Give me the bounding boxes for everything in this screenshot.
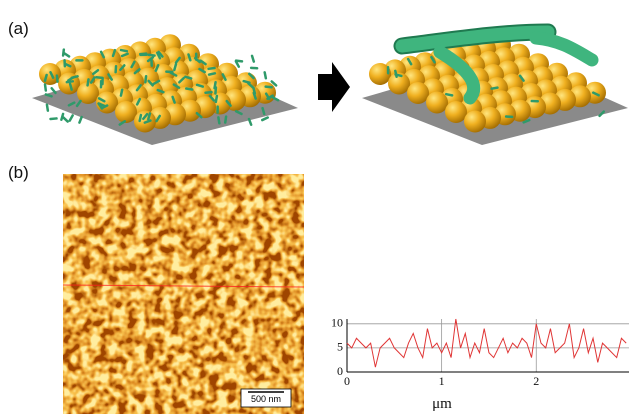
nanorod <box>79 117 81 123</box>
nanorod <box>266 87 272 88</box>
nanorod <box>396 74 402 76</box>
nanorod <box>88 79 89 85</box>
profile-chart: 0 5 10 0 1 2 <box>331 316 629 388</box>
particle <box>445 101 467 123</box>
y-tick-label: 0 <box>337 364 343 378</box>
nanorod <box>149 55 155 56</box>
nanorod <box>113 50 115 56</box>
nanorod <box>121 90 122 96</box>
nanorod <box>446 94 452 95</box>
nanorod <box>140 115 141 121</box>
nanorod <box>185 77 191 79</box>
nanorod <box>51 118 57 119</box>
panel-label: (a) <box>8 19 29 38</box>
nanorod <box>63 117 67 121</box>
nanorod <box>186 89 192 90</box>
nanorod <box>57 76 58 82</box>
nanorod <box>148 113 150 119</box>
x-tick-label: 2 <box>533 374 539 388</box>
nanorod <box>70 115 73 120</box>
nanorod <box>47 105 48 111</box>
nanorod <box>96 77 102 78</box>
nanorod <box>209 68 215 69</box>
nanorod <box>252 56 254 62</box>
nanorod <box>225 117 226 123</box>
nanorod <box>145 76 146 82</box>
panel-label: (b) <box>8 163 29 182</box>
x-tick-label: 0 <box>344 374 350 388</box>
profile-line <box>347 319 626 367</box>
nanorod <box>215 88 216 94</box>
particle <box>464 111 486 133</box>
x-axis-label: μm <box>432 396 452 412</box>
nanorod <box>46 94 52 96</box>
x-tick-label: 1 <box>439 374 445 388</box>
nanorod <box>174 64 176 70</box>
nanorod <box>263 108 265 114</box>
particle <box>115 101 137 123</box>
nanorod <box>209 73 215 74</box>
nanorod <box>492 88 498 89</box>
illustration <box>32 34 298 145</box>
nanorod <box>70 84 72 90</box>
scale-bar-label: 500 nm <box>251 394 281 404</box>
nanorod <box>262 118 267 121</box>
nanorod <box>64 53 69 56</box>
nanorod <box>45 85 46 91</box>
nanorod <box>197 85 203 87</box>
nanorod <box>72 76 78 77</box>
figure: (a) (b) 500 nm 0 5 10 0 1 2 μm <box>0 0 629 414</box>
nanorod <box>244 81 250 83</box>
nanorod <box>265 72 266 78</box>
y-tick-label: 5 <box>337 340 343 354</box>
particle <box>407 82 429 104</box>
afm-image <box>63 174 304 414</box>
nanorod <box>45 75 47 81</box>
nanorod <box>216 96 217 102</box>
nanorod <box>206 92 212 93</box>
illustration <box>362 32 628 145</box>
nanorod <box>218 117 219 123</box>
nanorod <box>121 50 127 51</box>
arrow <box>318 62 350 112</box>
y-tick-label: 10 <box>331 316 343 330</box>
particle <box>426 92 448 114</box>
nanorod <box>189 54 191 60</box>
nanorod <box>140 54 146 55</box>
